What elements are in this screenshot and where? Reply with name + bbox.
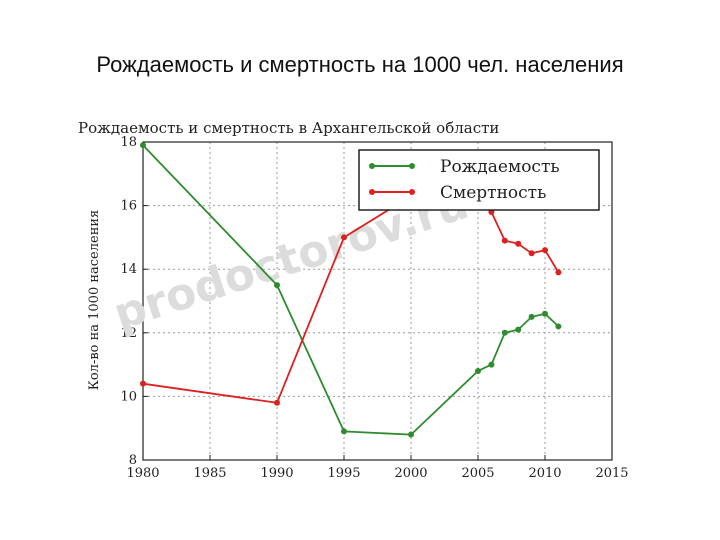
chart-title: Рождаемость и смертность в Архангельской…: [78, 119, 499, 137]
data-point-birth: [501, 329, 508, 336]
data-point-death: [140, 380, 146, 387]
x-tick-label: 2010: [528, 466, 561, 481]
data-point-death: [542, 247, 548, 254]
legend-marker-death: [409, 189, 415, 195]
legend-marker-death: [369, 189, 375, 195]
data-point-birth: [408, 431, 414, 438]
y-tick-label: 14: [120, 262, 137, 277]
legend-label-death: Смертность: [440, 183, 546, 203]
data-point-death: [528, 250, 535, 257]
y-tick-label: 12: [120, 326, 137, 341]
x-tick-label: 2000: [394, 466, 427, 481]
data-point-birth: [542, 310, 548, 317]
legend-label-birth: Рождаемость: [440, 157, 560, 177]
y-axis-label: Кол-во на 1000 населения: [87, 210, 102, 390]
plot-frame: [142, 141, 613, 461]
legend-marker-birth: [409, 163, 415, 169]
x-tick-label: 2005: [461, 466, 494, 481]
x-tick-label: 1985: [193, 466, 226, 481]
data-point-birth: [341, 428, 347, 435]
y-tick-label: 18: [120, 135, 137, 150]
data-point-birth: [140, 142, 146, 149]
data-point-death: [341, 234, 347, 241]
y-tick-label: 10: [120, 389, 137, 404]
data-point-birth: [528, 313, 535, 320]
data-point-birth: [274, 282, 280, 289]
data-point-death: [515, 240, 522, 247]
data-point-birth: [555, 323, 562, 330]
data-point-death: [274, 399, 280, 406]
data-point-death: [555, 269, 562, 276]
x-tick-label: 1980: [126, 466, 159, 481]
x-tick-label: 2015: [595, 466, 628, 481]
y-tick-label: 8: [129, 453, 137, 468]
legend: Рождаемость Смертность: [358, 149, 600, 211]
x-axis-ticks: 1980 1985 1990 1995 2000 2005 2010 2015: [126, 455, 629, 481]
data-point-birth: [475, 367, 481, 374]
data-point-death: [501, 237, 508, 244]
slide-title: Рождаемость и смертность на 1000 чел. на…: [96, 52, 624, 77]
legend-box: [358, 149, 600, 211]
x-tick-label: 1990: [260, 466, 293, 481]
y-tick-label: 16: [120, 199, 137, 214]
x-tick-label: 1995: [327, 466, 360, 481]
data-point-birth: [515, 326, 522, 333]
legend-marker-birth: [369, 163, 375, 169]
data-point-birth: [488, 361, 495, 368]
y-axis-ticks: 8 10 12 14 16 18: [120, 135, 148, 468]
